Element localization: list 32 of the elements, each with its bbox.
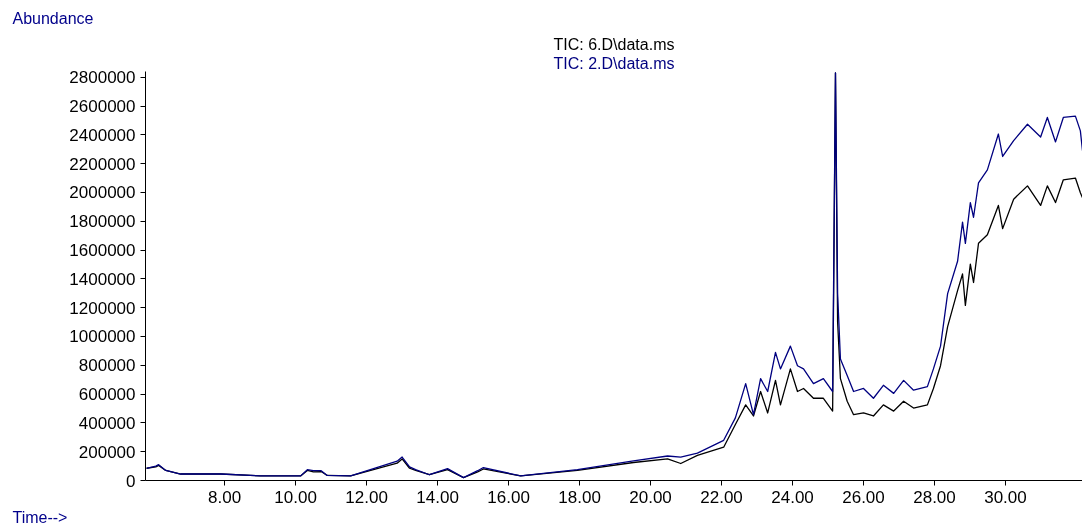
y-tick-label: 200000	[78, 442, 136, 462]
x-tick-label: 18.00	[558, 487, 601, 507]
y-tick-label: 600000	[78, 385, 136, 405]
y-axis-title: Abundance	[12, 9, 94, 27]
x-tick-label: 14.00	[416, 487, 459, 507]
y-tick-label: 1400000	[69, 269, 136, 289]
line-series	[145, 72, 1082, 479]
y-tick-label: 1000000	[69, 327, 136, 347]
y-tick-label: 400000	[78, 413, 136, 433]
x-tick-label: 28.00	[913, 487, 956, 507]
x-tick-label: 22.00	[700, 487, 743, 507]
x-tick-label: 20.00	[629, 487, 672, 507]
x-axis-title: Time-->	[12, 508, 68, 526]
y-tick-label: 2600000	[69, 97, 136, 117]
x-tick-label: 16.00	[487, 487, 530, 507]
x-tick-label: 10.00	[274, 487, 317, 507]
y-tick-label: 2800000	[69, 68, 136, 88]
text: TIC: 6.D\data.ms	[553, 35, 675, 53]
y-tick-label: 2200000	[69, 154, 136, 174]
text: TIC: 2.D\data.ms	[553, 54, 675, 72]
x-tick-label: 26.00	[842, 487, 885, 507]
x-tick-label: 8.00	[208, 487, 242, 507]
y-tick-label: 0	[126, 471, 136, 491]
y-tick-label: 1200000	[69, 298, 136, 318]
y-tick-label: 1800000	[69, 212, 136, 232]
y-tick-label: 1600000	[69, 241, 136, 261]
x-tick-label: 12.00	[345, 487, 388, 507]
y-tick-label: 2000000	[69, 183, 136, 203]
y-tick-label: 2400000	[69, 125, 136, 145]
y-tick-label: 800000	[78, 356, 136, 376]
x-tick-label: 24.00	[771, 487, 814, 507]
x-tick-label: 30.00	[984, 487, 1027, 507]
